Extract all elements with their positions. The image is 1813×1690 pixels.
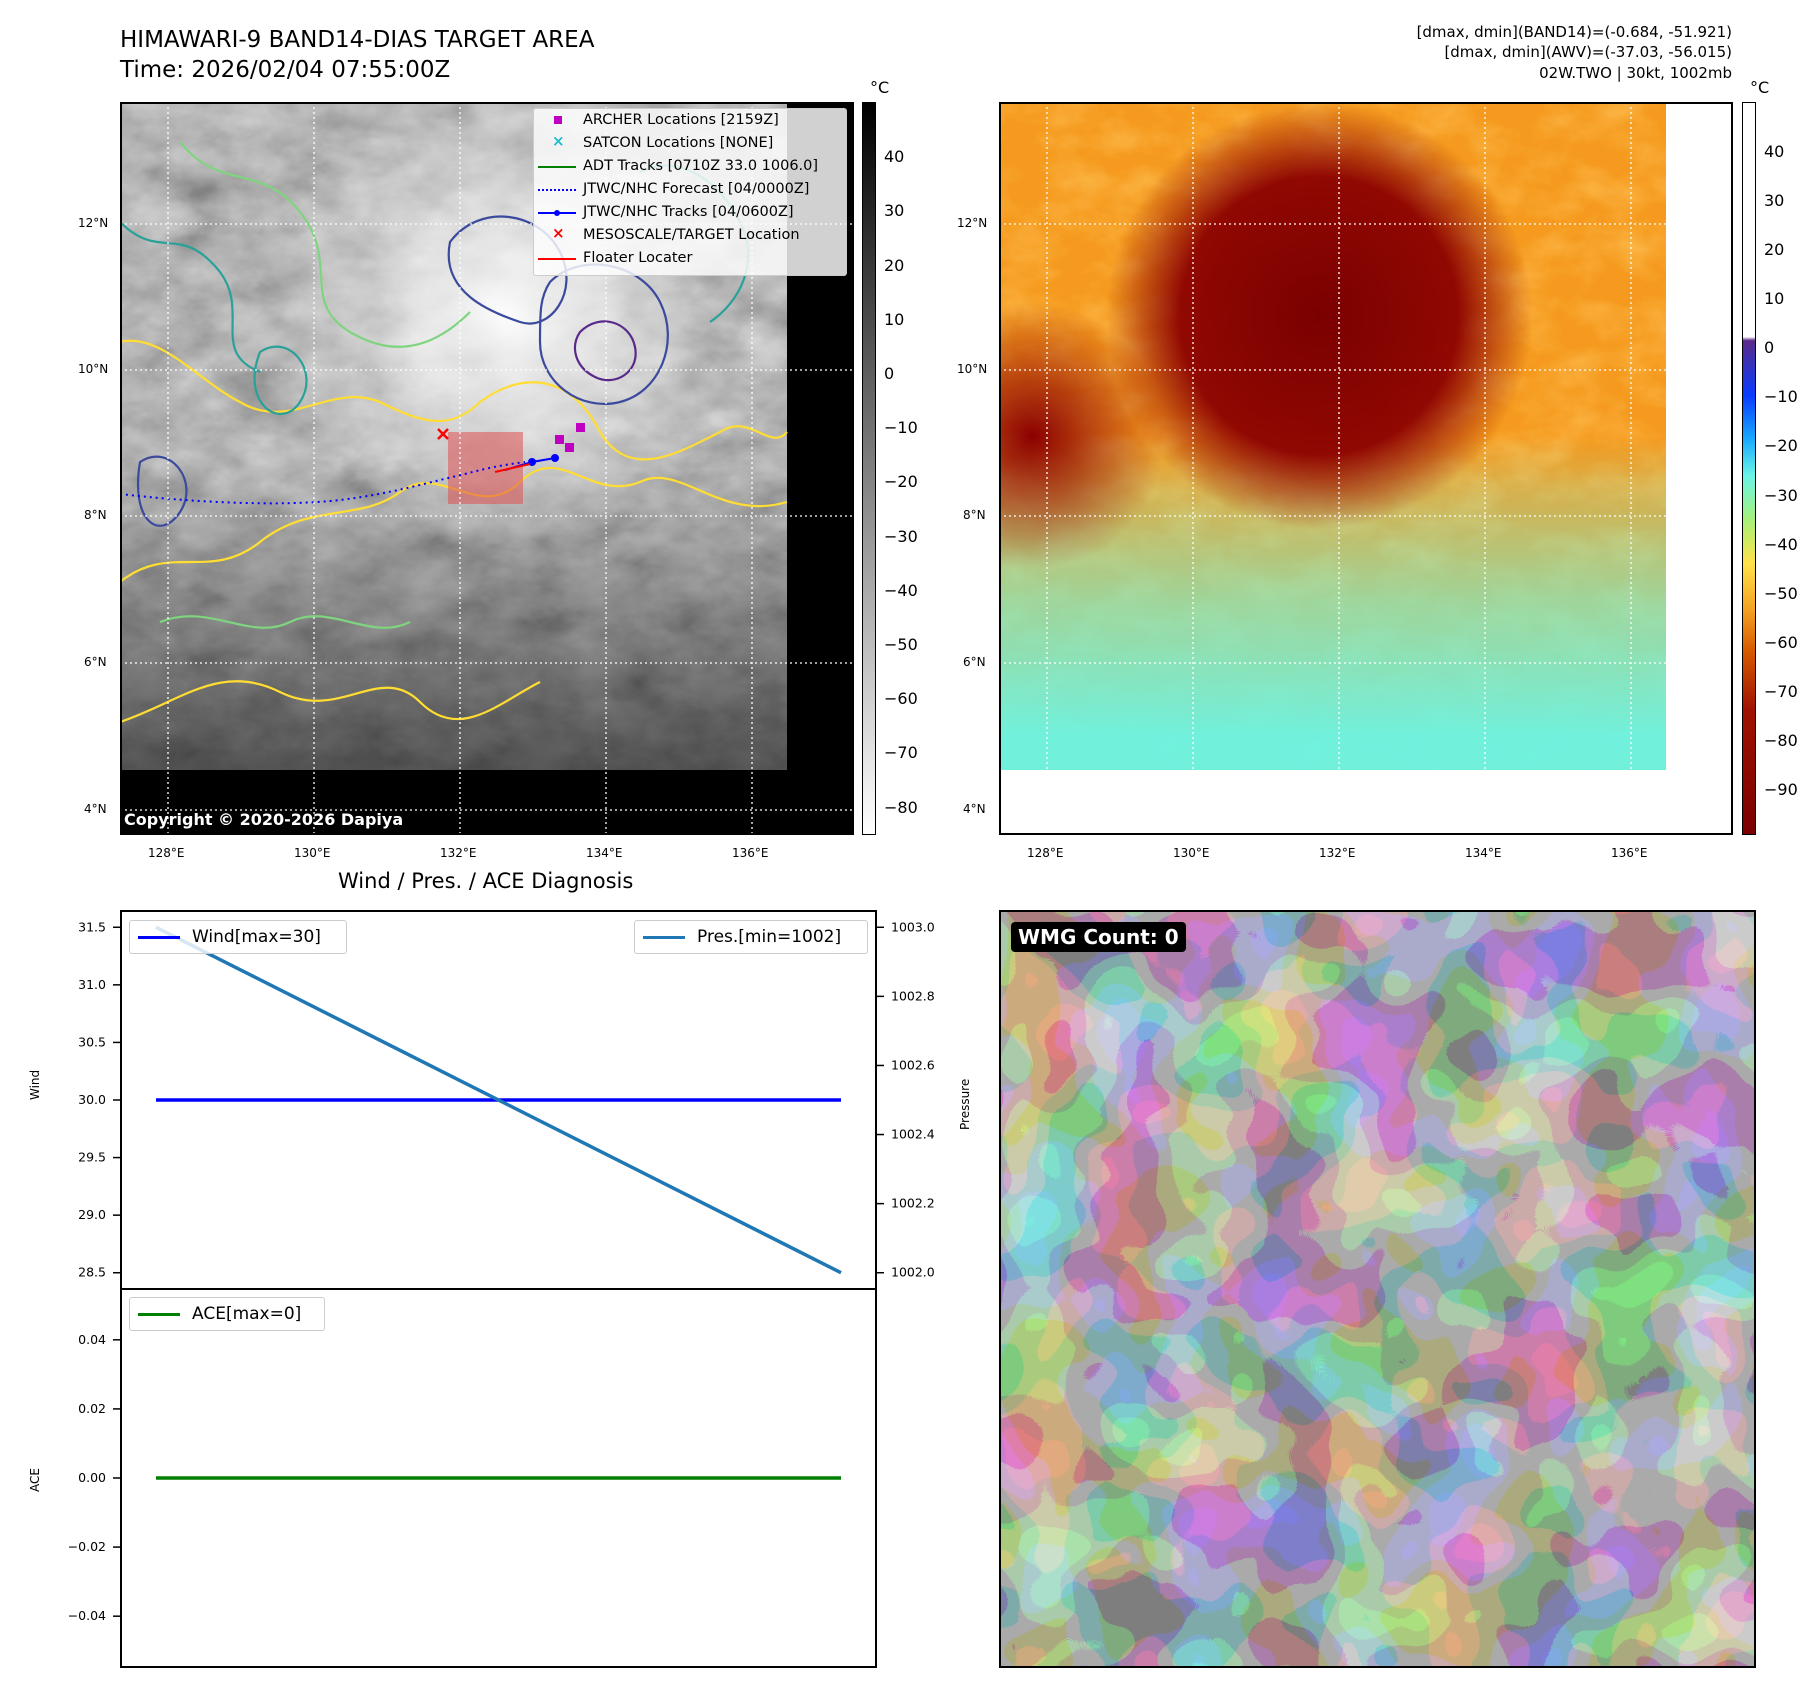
enhanced-map-panel <box>999 102 1733 835</box>
wmg-panel <box>999 910 1756 1668</box>
diagnosis-title: Wind / Pres. / ACE Diagnosis <box>338 869 634 893</box>
lon-tick: 130°E <box>294 846 331 860</box>
colorbar-tick: 40 <box>1764 142 1785 161</box>
lat-tick: 4°N <box>963 802 986 816</box>
colorbar-tick: 30 <box>1764 191 1785 210</box>
wind-legend: Wind[max=30] <box>129 920 347 954</box>
pressure-axis-label: Pressure <box>958 1078 972 1130</box>
line-marker-icon <box>538 166 576 168</box>
ace-plot: 0.04 0.02 0.00 −0.02 −0.04 <box>68 1332 841 1623</box>
colorbar-tick: −30 <box>1764 486 1798 505</box>
y-tick-label: 28.5 <box>78 1265 106 1280</box>
colorbar-gray <box>862 102 876 835</box>
colorbar-tick: 10 <box>1764 289 1785 308</box>
y2-tick-label: 1002.8 <box>891 988 935 1003</box>
colorbar-tick: 10 <box>884 310 905 329</box>
lon-tick: 136°E <box>1611 846 1648 860</box>
colorbar-tick: 0 <box>884 364 895 383</box>
dotted-line-icon <box>538 189 576 191</box>
lat-tick: 12°N <box>78 216 109 230</box>
colorbar-tick: −80 <box>1764 731 1798 750</box>
colorbar-tick: 0 <box>1764 338 1775 357</box>
lon-tick: 128°E <box>1027 846 1064 860</box>
y2-tick-label: 1002.2 <box>891 1196 935 1211</box>
copyright-text: Copyright © 2020-2026 Dapiya <box>124 810 404 829</box>
y2-tick-label: 1002.6 <box>891 1057 935 1072</box>
x-marker-icon: × <box>552 224 565 242</box>
colorbar-tick: −70 <box>884 743 918 762</box>
y2-tick-label: 1002.4 <box>891 1127 935 1142</box>
colorbar-tick: −10 <box>1764 387 1798 406</box>
line-marker-icon <box>643 936 685 939</box>
colorbar-tick: 40 <box>884 147 905 166</box>
y-tick-label: 0.02 <box>78 1401 106 1416</box>
colorbar-tick: −30 <box>884 527 918 546</box>
colorbar-tick: −80 <box>884 798 918 817</box>
map-legend: ARCHER Locations [2159Z] × SATCON Locati… <box>533 108 847 276</box>
lon-tick: 136°E <box>732 846 769 860</box>
colorbar-tick: −40 <box>1764 535 1798 554</box>
lon-tick: 130°E <box>1173 846 1210 860</box>
chart-time: Time: 2026/02/04 07:55:00Z <box>120 57 451 83</box>
ace-axis-label: ACE <box>28 1468 42 1492</box>
chart-title: HIMAWARI-9 BAND14-DIAS TARGET AREA <box>120 27 595 53</box>
line-marker-icon <box>138 936 180 939</box>
y-tick-label: 31.5 <box>78 919 106 934</box>
colorbar-tick: 30 <box>884 201 905 220</box>
colorbar-tick: −40 <box>884 581 918 600</box>
colorbar-tick: −20 <box>884 472 918 491</box>
y-tick-label: 29.0 <box>78 1207 106 1222</box>
colorbar-tick: −60 <box>884 689 918 708</box>
wind-pressure-plot: 31.5 31.0 30.5 30.0 29.5 29.0 28.5 1003.0 1002.8… <box>78 919 935 1279</box>
lon-tick: 132°E <box>440 846 477 860</box>
colorbar-enhanced <box>1742 102 1756 835</box>
y2-tick-label: 1003.0 <box>891 919 935 934</box>
lat-tick: 12°N <box>957 216 988 230</box>
colorbar-tick: −10 <box>884 418 918 437</box>
colorbar-tick: −50 <box>1764 584 1798 603</box>
y-tick-label: 0.00 <box>78 1470 106 1485</box>
lon-tick: 134°E <box>586 846 623 860</box>
lon-tick: 132°E <box>1319 846 1356 860</box>
info-storm: 02W.TWO | 30kt, 1002mb <box>1539 64 1732 82</box>
line-marker-icon <box>538 258 576 260</box>
square-marker-icon <box>554 116 562 124</box>
y2-tick-label: 1002.0 <box>891 1265 935 1280</box>
lat-tick: 8°N <box>963 508 986 522</box>
ace-legend: ACE[max=0] <box>129 1297 325 1331</box>
colorbar-tick: 20 <box>1764 240 1785 259</box>
y-tick-label: 30.0 <box>78 1092 106 1107</box>
y-tick-label: 0.04 <box>78 1332 106 1347</box>
info-awv-range: [dmax, dmin](AWV)=(-37.03, -56.015) <box>1444 43 1732 61</box>
colorbar-tick: −50 <box>884 635 918 654</box>
lon-tick: 128°E <box>148 846 185 860</box>
wmg-count-badge: WMG Count: 0 <box>1011 922 1186 952</box>
lat-tick: 6°N <box>84 655 107 669</box>
colorbar-unit: °C <box>870 78 890 97</box>
y-tick-label: 30.5 <box>78 1034 106 1049</box>
lat-tick: 6°N <box>963 655 986 669</box>
info-band14-range: [dmax, dmin](BAND14)=(-0.684, -51.921) <box>1416 23 1732 41</box>
wind-axis-label: Wind <box>28 1069 42 1100</box>
colorbar-tick: −70 <box>1764 682 1798 701</box>
colorbar-tick: −60 <box>1764 633 1798 652</box>
colorbar-tick: −90 <box>1764 780 1798 799</box>
lat-tick: 10°N <box>957 362 988 376</box>
lat-tick: 8°N <box>84 508 107 522</box>
lat-tick: 4°N <box>84 802 107 816</box>
series-line <box>155 925 842 1275</box>
ace-frame <box>120 1288 877 1668</box>
lon-tick: 134°E <box>1465 846 1502 860</box>
x-marker-icon: × <box>552 132 565 150</box>
line-marker-icon <box>138 1313 180 1316</box>
lat-tick: 10°N <box>78 362 109 376</box>
y-tick-label: −0.02 <box>68 1539 106 1554</box>
colorbar-unit: °C <box>1750 78 1770 97</box>
colorbar-tick: 20 <box>884 256 905 275</box>
y-tick-label: 29.5 <box>78 1150 106 1165</box>
colorbar-tick: −20 <box>1764 436 1798 455</box>
y-tick-label: −0.04 <box>68 1608 106 1623</box>
y-tick-label: 31.0 <box>78 977 106 992</box>
pressure-legend: Pres.[min=1002] <box>634 920 868 954</box>
